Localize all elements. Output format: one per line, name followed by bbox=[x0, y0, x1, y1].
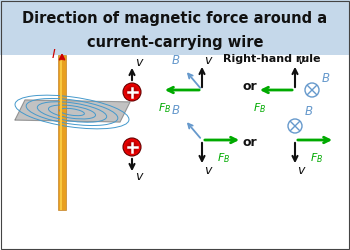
Circle shape bbox=[126, 141, 138, 153]
Circle shape bbox=[125, 140, 139, 154]
Text: $v$: $v$ bbox=[135, 170, 145, 183]
Circle shape bbox=[124, 84, 140, 100]
Bar bbox=[58, 55, 66, 210]
Text: $B$: $B$ bbox=[171, 104, 180, 117]
Text: $v$: $v$ bbox=[204, 54, 214, 66]
Circle shape bbox=[127, 142, 138, 152]
Circle shape bbox=[305, 83, 319, 97]
Text: $F_B$: $F_B$ bbox=[310, 151, 324, 165]
Text: $B$: $B$ bbox=[304, 105, 313, 118]
Circle shape bbox=[131, 91, 133, 93]
Circle shape bbox=[126, 86, 138, 98]
FancyBboxPatch shape bbox=[0, 0, 350, 55]
Text: Right-hand rule: Right-hand rule bbox=[223, 54, 321, 64]
Circle shape bbox=[124, 139, 140, 155]
Circle shape bbox=[131, 146, 133, 148]
Circle shape bbox=[123, 83, 141, 101]
Text: or: or bbox=[243, 80, 257, 94]
Text: $v$: $v$ bbox=[135, 56, 145, 68]
Circle shape bbox=[130, 145, 134, 149]
Text: Direction of magnetic force around a: Direction of magnetic force around a bbox=[22, 10, 328, 26]
Text: $F_B$: $F_B$ bbox=[159, 101, 172, 115]
Circle shape bbox=[130, 90, 134, 94]
Circle shape bbox=[125, 85, 139, 99]
Text: $v$: $v$ bbox=[297, 164, 307, 176]
Text: current-carrying wire: current-carrying wire bbox=[87, 34, 263, 50]
Text: or: or bbox=[243, 136, 257, 148]
Circle shape bbox=[129, 89, 135, 95]
Circle shape bbox=[129, 144, 135, 150]
Text: $v$: $v$ bbox=[204, 164, 214, 176]
Circle shape bbox=[127, 86, 138, 98]
Text: $F_B$: $F_B$ bbox=[253, 101, 267, 115]
Bar bbox=[60, 55, 62, 210]
Text: $B$: $B$ bbox=[321, 72, 330, 85]
Circle shape bbox=[128, 144, 135, 150]
Polygon shape bbox=[15, 100, 130, 122]
Text: $B$: $B$ bbox=[171, 54, 180, 67]
Text: $v$: $v$ bbox=[297, 54, 307, 66]
Circle shape bbox=[288, 119, 302, 133]
Circle shape bbox=[127, 88, 136, 96]
Text: $F_B$: $F_B$ bbox=[217, 151, 231, 165]
Circle shape bbox=[128, 88, 135, 96]
Text: $I$: $I$ bbox=[51, 48, 56, 60]
Circle shape bbox=[123, 138, 141, 156]
Circle shape bbox=[127, 142, 136, 152]
